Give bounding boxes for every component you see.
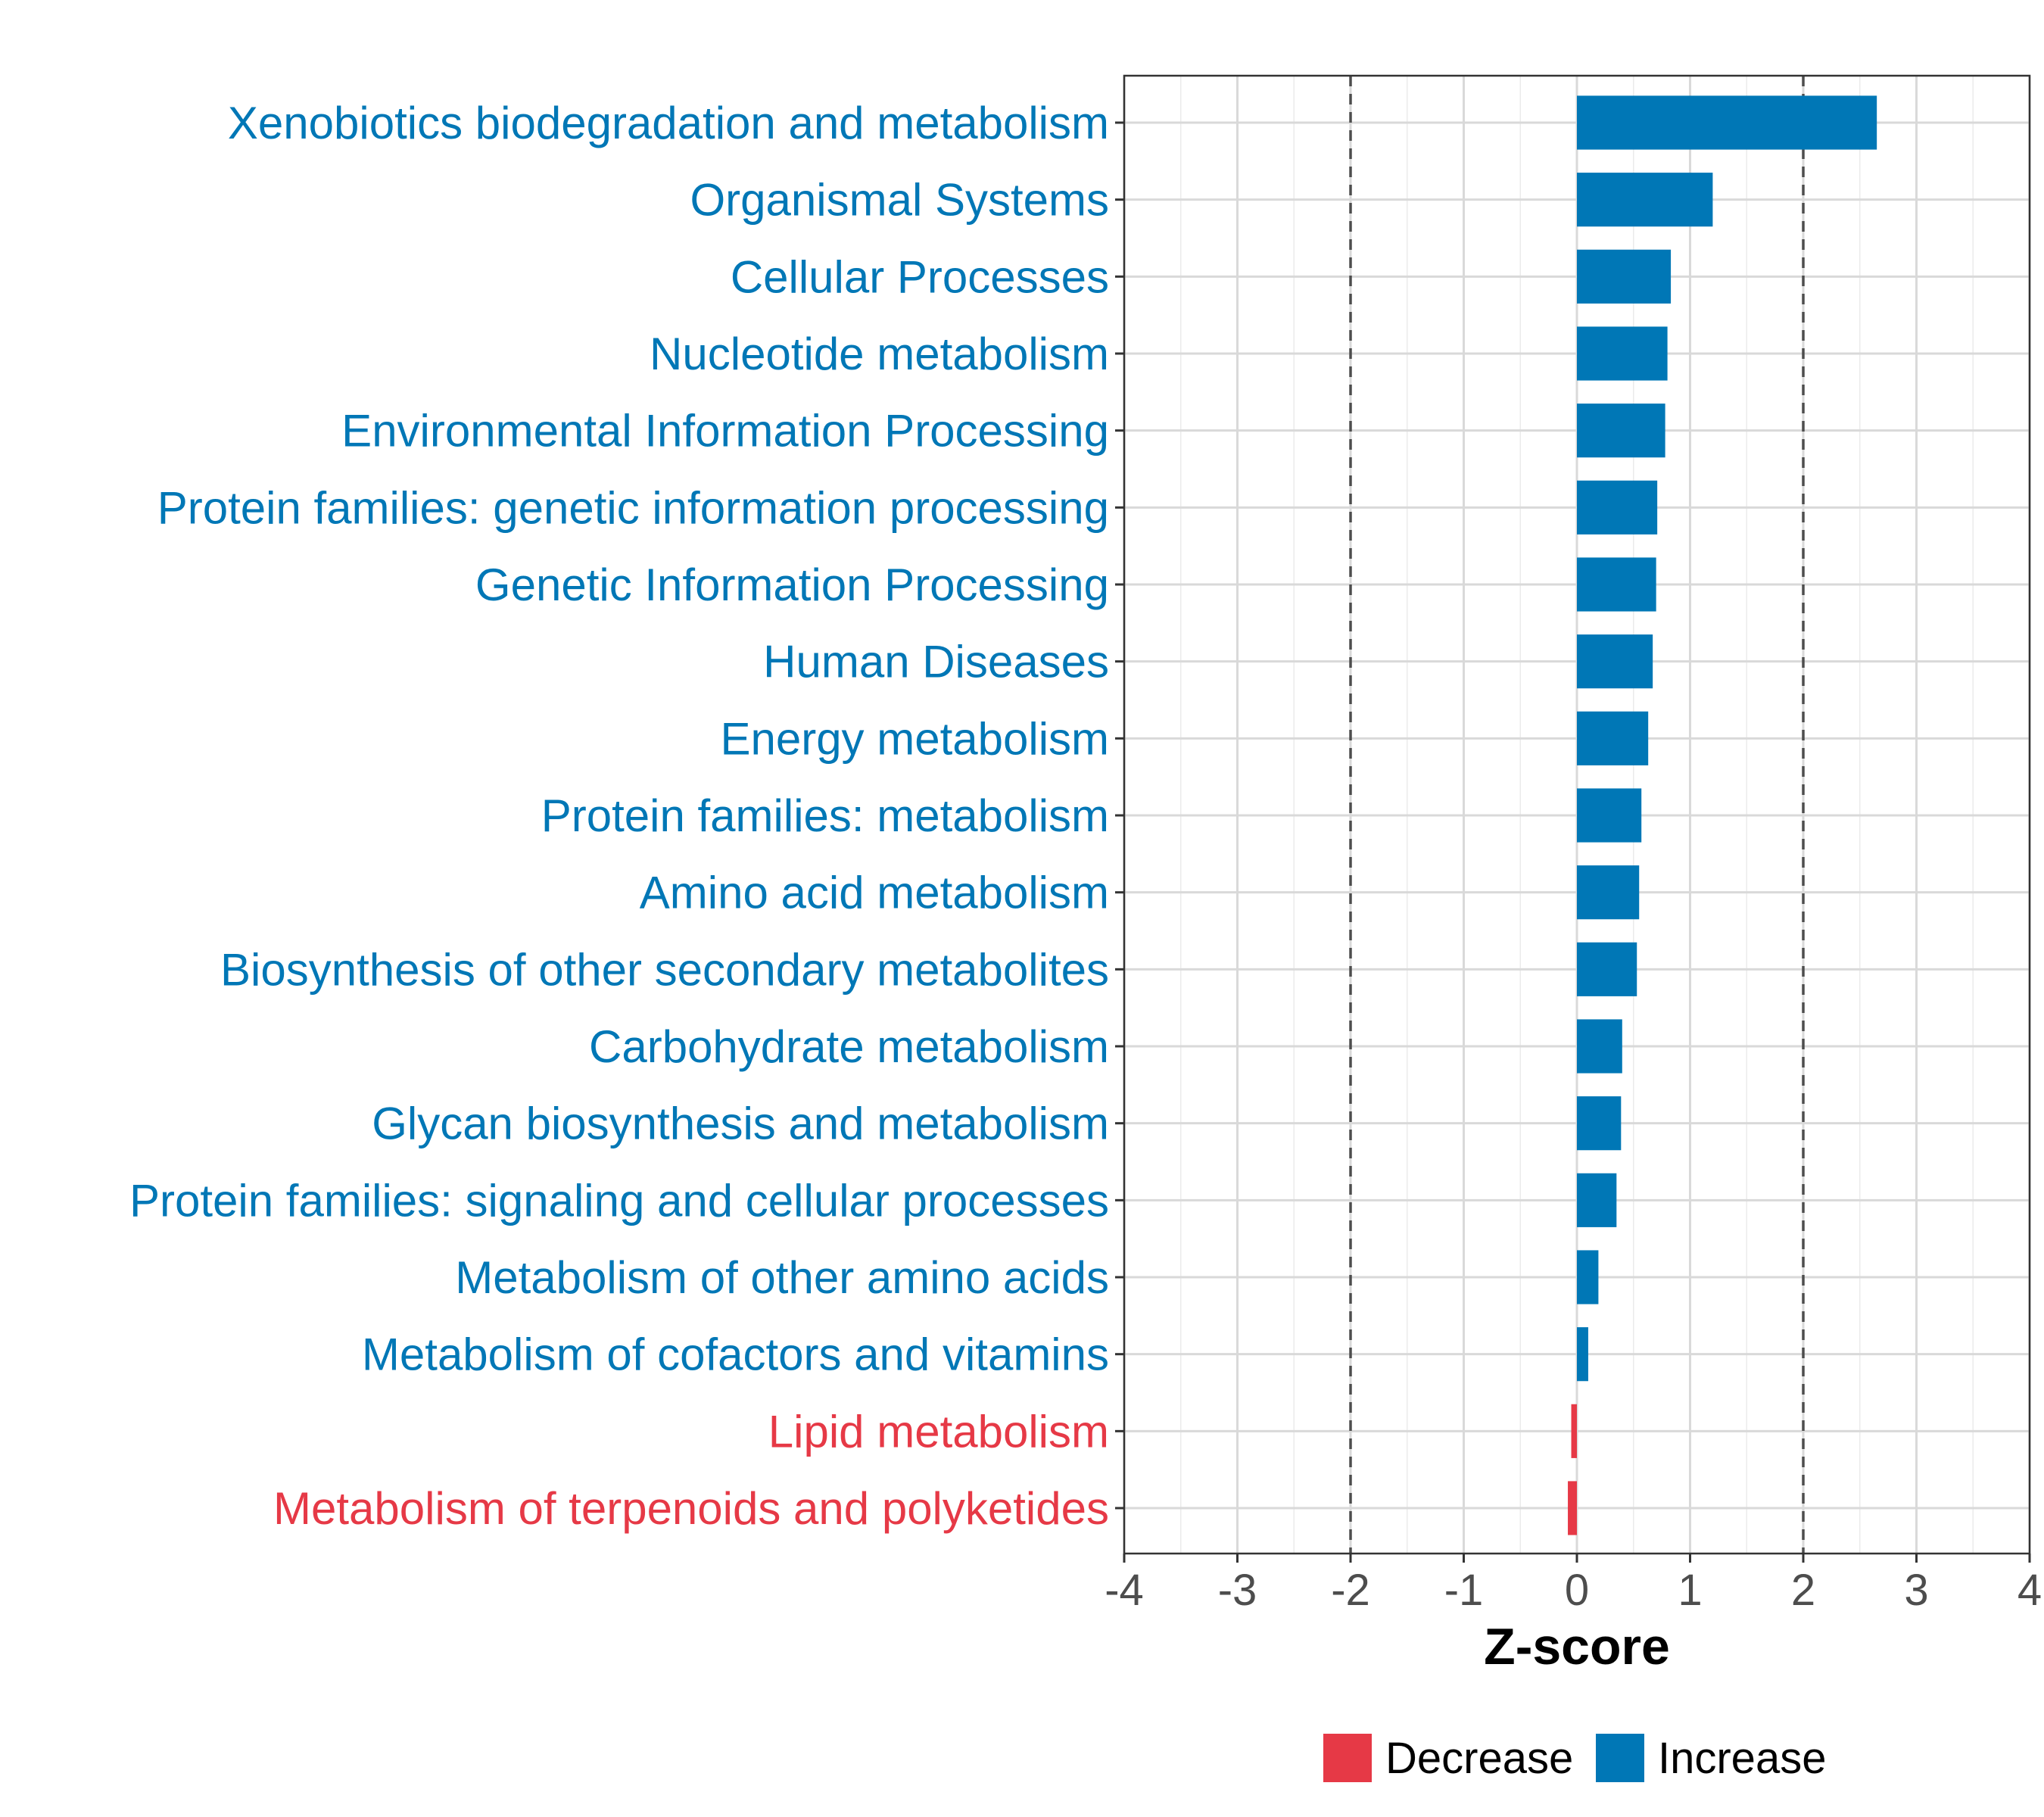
y-axis-ticks — [1115, 121, 1124, 1510]
category-label: Human Diseases — [763, 637, 1109, 687]
x-axis-tick-labels: -4 -3 -2 -1 0 1 2 3 4 — [1105, 1566, 2042, 1615]
bar — [1577, 173, 1713, 227]
x-tick-label: -2 — [1331, 1566, 1370, 1615]
x-axis-ticks — [1123, 1554, 2031, 1563]
bar — [1577, 1327, 1588, 1382]
category-labels: Xenobiotics biodegradation and metabolis… — [129, 98, 1109, 1534]
category-label: Lipid metabolism — [768, 1406, 1109, 1457]
category-label: Energy metabolism — [720, 713, 1109, 764]
x-tick-label: 1 — [1678, 1566, 1702, 1615]
bar — [1571, 1404, 1577, 1458]
category-label: Biosynthesis of other secondary metaboli… — [220, 944, 1109, 995]
bar — [1577, 1173, 1617, 1227]
legend-label: Increase — [1658, 1734, 1826, 1783]
x-tick-label: -3 — [1218, 1566, 1257, 1615]
category-label: Protein families: genetic information pr… — [157, 482, 1109, 533]
bar — [1577, 711, 1649, 765]
bar — [1577, 326, 1668, 381]
category-label: Amino acid metabolism — [640, 868, 1109, 918]
bar — [1577, 249, 1672, 304]
x-tick-label: -4 — [1105, 1566, 1144, 1615]
legend-swatch — [1596, 1734, 1644, 1782]
x-tick-label: 2 — [1791, 1566, 1815, 1615]
bar — [1577, 788, 1642, 843]
bar — [1577, 865, 1640, 920]
x-tick-label: 0 — [1565, 1566, 1589, 1615]
bar — [1577, 634, 1653, 689]
bar — [1568, 1481, 1577, 1535]
legend-label: Decrease — [1385, 1734, 1573, 1783]
category-label: Metabolism of other amino acids — [455, 1252, 1109, 1303]
category-label: Glycan biosynthesis and metabolism — [372, 1099, 1109, 1149]
bar — [1577, 942, 1637, 996]
x-axis-title: Z-score — [1484, 1618, 1670, 1675]
category-label: Cellular Processes — [731, 251, 1109, 302]
bar — [1577, 1019, 1622, 1074]
bar — [1577, 557, 1656, 612]
category-label: Carbohydrate metabolism — [589, 1021, 1109, 1072]
legend: Decrease Increase — [1323, 1734, 1826, 1783]
bar — [1577, 95, 1877, 150]
category-label: Metabolism of cofactors and vitamins — [362, 1329, 1109, 1380]
bars — [1568, 95, 1877, 1535]
category-label: Xenobiotics biodegradation and metabolis… — [228, 98, 1109, 148]
category-label: Metabolism of terpenoids and polyketides — [273, 1483, 1109, 1534]
category-label: Organismal Systems — [690, 175, 1109, 226]
category-label: Protein families: signaling and cellular… — [129, 1175, 1109, 1226]
bar — [1577, 480, 1658, 535]
x-tick-label: 3 — [1904, 1566, 1928, 1615]
x-tick-label: 4 — [2018, 1566, 2042, 1615]
threshold-lines — [1349, 76, 1805, 1554]
legend-swatch — [1323, 1734, 1372, 1782]
x-tick-label: -1 — [1444, 1566, 1484, 1615]
category-label: Environmental Information Processing — [341, 406, 1109, 457]
category-label: Protein families: metabolism — [541, 790, 1109, 841]
category-label: Nucleotide metabolism — [650, 329, 1109, 379]
category-label: Genetic Information Processing — [475, 559, 1109, 610]
bar — [1577, 404, 1665, 458]
bar — [1577, 1250, 1599, 1304]
bar — [1577, 1096, 1622, 1151]
